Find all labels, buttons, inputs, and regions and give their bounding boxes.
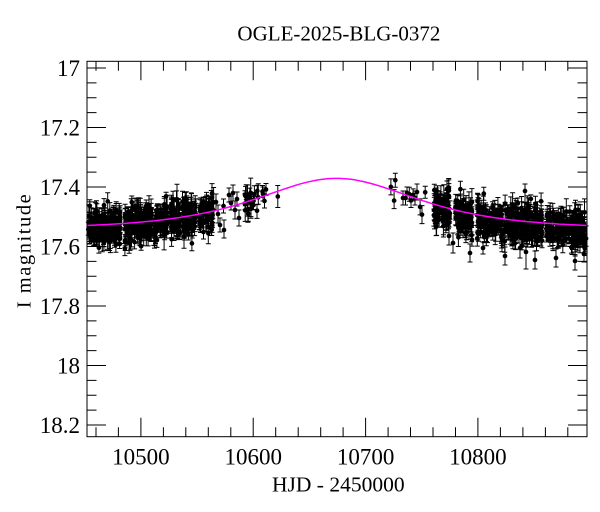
svg-text:18.2: 18.2 bbox=[40, 413, 80, 438]
svg-text:17: 17 bbox=[57, 56, 80, 81]
svg-text:10700: 10700 bbox=[337, 445, 395, 470]
svg-text:HJD - 2450000: HJD - 2450000 bbox=[272, 473, 405, 497]
svg-text:OGLE-2025-BLG-0372: OGLE-2025-BLG-0372 bbox=[237, 22, 440, 46]
svg-text:18: 18 bbox=[57, 354, 80, 379]
svg-text:10600: 10600 bbox=[224, 445, 282, 470]
svg-text:17.4: 17.4 bbox=[40, 175, 81, 200]
svg-text:I magnitude: I magnitude bbox=[14, 193, 36, 309]
svg-text:17.2: 17.2 bbox=[40, 116, 80, 141]
svg-text:10500: 10500 bbox=[112, 445, 170, 470]
svg-text:17.6: 17.6 bbox=[40, 235, 80, 260]
svg-text:17.8: 17.8 bbox=[40, 294, 80, 319]
svg-text:10800: 10800 bbox=[449, 445, 507, 470]
